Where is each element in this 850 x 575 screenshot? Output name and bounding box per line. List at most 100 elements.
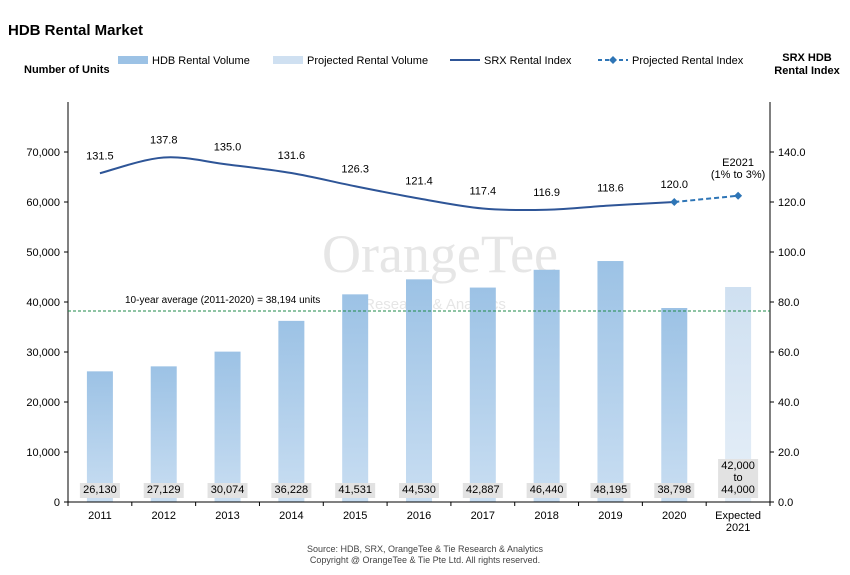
- bar-value-label: 48,195: [594, 484, 628, 496]
- x-tick-label: Expected: [715, 510, 761, 522]
- rental-volume-bar: [86, 371, 113, 502]
- left-tick-label: 20,000: [26, 397, 60, 409]
- bar-value-label: 36,228: [275, 484, 309, 496]
- index-value-label: 131.6: [278, 150, 306, 162]
- bar-value-label: to: [733, 472, 742, 484]
- index-value-label: 135.0: [214, 142, 242, 154]
- right-axis: 0.0 20.0 40.0 60.0 80.0 100.0 120.0 140.0: [769, 102, 806, 509]
- projected-index-label: (1% to 3%): [711, 169, 765, 181]
- rental-volume-bar: [533, 269, 560, 502]
- bar-value-label: 41,531: [338, 484, 372, 496]
- line-series: [99, 156, 743, 212]
- bar-label-box: [143, 483, 184, 498]
- chart-title: HDB Rental Market: [8, 22, 143, 39]
- rental-volume-bar: [406, 279, 432, 502]
- left-tick-label: 50,000: [26, 247, 60, 259]
- index-value-label: 137.8: [150, 135, 178, 147]
- x-tick-label: 2021: [726, 522, 750, 534]
- average-label: 10-year average (2011-2020) = 38,194 uni…: [125, 295, 320, 306]
- bar-label-box: [590, 483, 631, 498]
- legend-label: HDB Rental Volume: [152, 55, 250, 67]
- legend-label: Projected Rental Index: [632, 55, 744, 67]
- index-value-label: 117.4: [469, 186, 496, 198]
- bar-label-box: [335, 483, 376, 498]
- right-axis-label: Rental Index: [774, 65, 840, 77]
- x-tick-label: 2019: [598, 510, 622, 522]
- average-reference-line: 10-year average (2011-2020) = 38,194 uni…: [68, 295, 770, 312]
- source-line: Source: HDB, SRX, OrangeTee & Tie Resear…: [307, 544, 544, 554]
- x-axis: 2011 2012 2013 2014 2015 2016 2017 2018 2019 2020…: [67, 501, 771, 534]
- index-value-label: 126.3: [341, 163, 369, 175]
- index-value-label: 120.0: [661, 179, 689, 191]
- left-tick-label: 40,000: [26, 297, 60, 309]
- right-tick-label: 60.0: [778, 347, 799, 359]
- legend-item: Projected Rental Index: [598, 55, 744, 67]
- projected-index-marker: [670, 198, 679, 206]
- left-axis: 0 10,000 20,000 30,000 40,000 50,000 60,000 70,…: [26, 102, 69, 509]
- right-tick-label: 140.0: [778, 147, 806, 159]
- bar-label-box: [462, 483, 503, 498]
- left-axis-label: Number of Units: [24, 64, 110, 76]
- bar-value-label: 42,887: [466, 484, 500, 496]
- left-tick-label: 0: [54, 497, 60, 509]
- x-tick-label: 2018: [534, 510, 558, 522]
- legend-marker: [609, 56, 617, 64]
- rental-volume-bar: [150, 366, 177, 502]
- right-tick-label: 100.0: [778, 247, 806, 259]
- bar-value-labels: 26,130 27,129 30,074 36,228 41,531 44,530 42,8…: [79, 459, 759, 498]
- bar-value-label: 44,000: [721, 484, 755, 496]
- source-note: Source: HDB, SRX, OrangeTee & Tie Resear…: [307, 544, 544, 565]
- right-tick-label: 80.0: [778, 297, 799, 309]
- right-axis-label: SRX HDB: [782, 52, 832, 64]
- x-tick-label: 2013: [215, 510, 239, 522]
- bar-value-label: 38,798: [657, 484, 691, 496]
- legend-item: HDB Rental Volume: [118, 55, 250, 67]
- bar-value-label: 46,440: [530, 484, 564, 496]
- legend-label: SRX Rental Index: [484, 55, 572, 67]
- watermark: OrangeTee Research & Analytics: [322, 224, 558, 313]
- x-tick-label: 2015: [343, 510, 367, 522]
- rental-volume-bar: [278, 320, 305, 502]
- legend-label: Projected Rental Volume: [307, 55, 428, 67]
- bar-label-box: [526, 483, 567, 498]
- left-tick-label: 10,000: [26, 447, 60, 459]
- x-tick-label: 2011: [88, 510, 112, 522]
- index-value-label: 131.5: [86, 150, 114, 162]
- rental-volume-bar: [342, 294, 369, 502]
- legend-swatch: [273, 56, 303, 64]
- right-tick-label: 40.0: [778, 397, 799, 409]
- srx-index-line: [99, 156, 675, 212]
- x-tick-label: 2014: [279, 510, 303, 522]
- bar-label-box: [271, 483, 312, 498]
- rental-volume-bar: [661, 308, 688, 502]
- bar-value-label: 30,074: [211, 484, 245, 496]
- index-value-labels: 131.5 137.8 135.0 131.6 126.3 121.4 117.4 116.9…: [86, 135, 765, 199]
- rental-volume-bar: [597, 261, 624, 502]
- projected-index-label: E2021: [722, 157, 754, 169]
- index-value-label: 118.6: [597, 183, 624, 195]
- legend: HDB Rental Volume Projected Rental Volume…: [118, 55, 744, 67]
- copyright-line: Copyright @ OrangeTee & Tie Pte Ltd. All…: [310, 555, 540, 565]
- x-tick-label: 2016: [407, 510, 431, 522]
- bar-label-box: [79, 483, 120, 498]
- x-tick-label: 2012: [151, 510, 175, 522]
- right-tick-label: 20.0: [778, 447, 799, 459]
- index-value-label: 121.4: [405, 176, 433, 188]
- rental-volume-bar: [469, 287, 496, 502]
- left-axis-title: Number of Units: [24, 64, 110, 76]
- bar-label-box: [399, 483, 439, 498]
- left-tick-label: 60,000: [26, 197, 60, 209]
- legend-swatch: [118, 56, 148, 64]
- projected-index-marker: [734, 191, 743, 200]
- left-tick-label: 30,000: [26, 347, 60, 359]
- bar-value-label: 42,000: [721, 460, 755, 472]
- rental-volume-bar: [214, 351, 241, 502]
- bar-label-box: [654, 483, 695, 498]
- bar-value-label: 27,129: [147, 484, 181, 496]
- left-tick-label: 70,000: [26, 147, 60, 159]
- watermark-brand: OrangeTee: [322, 224, 558, 284]
- right-tick-label: 120.0: [778, 197, 806, 209]
- legend-item: SRX Rental Index: [450, 55, 572, 67]
